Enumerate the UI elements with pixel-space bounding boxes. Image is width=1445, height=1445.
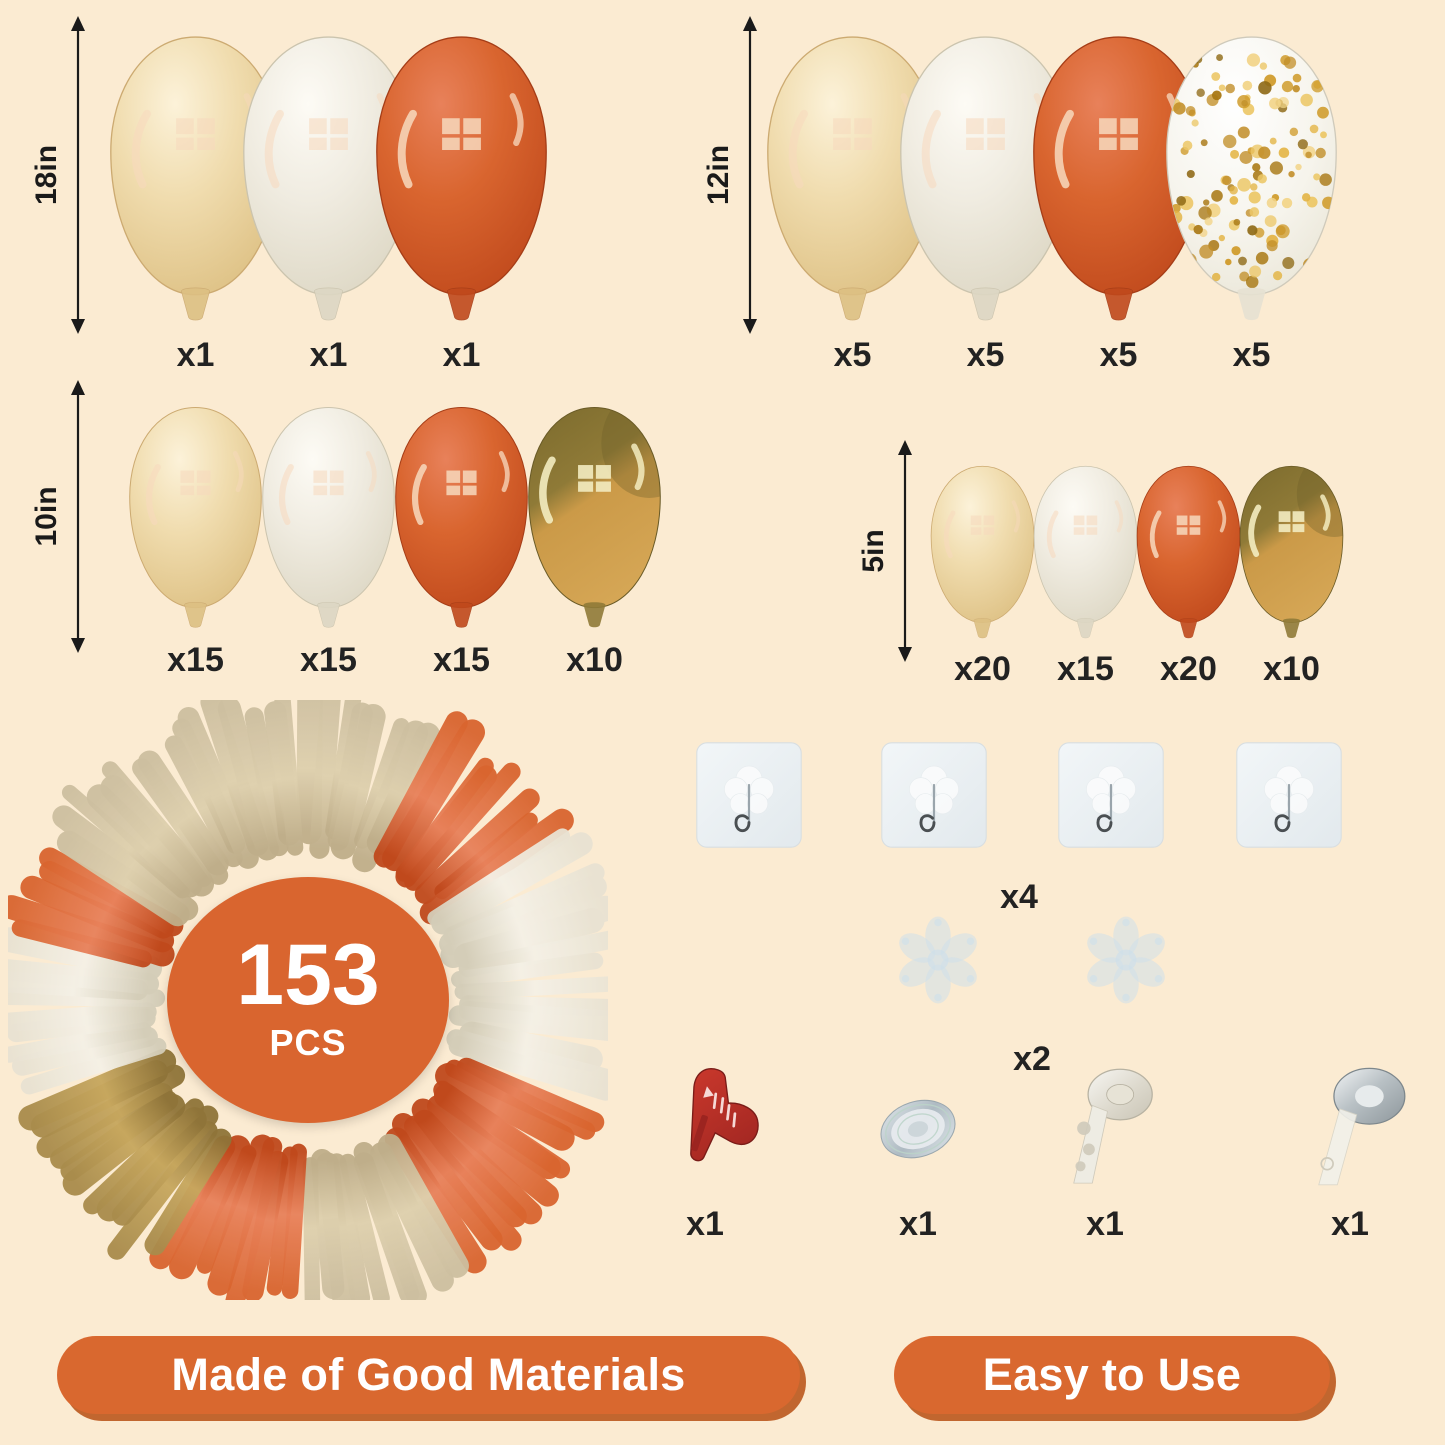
svg-text:5in: 5in [857,529,890,572]
svg-text:18in: 18in [30,145,63,205]
svg-text:12in: 12in [702,145,735,205]
svg-text:10in: 10in [30,486,63,546]
